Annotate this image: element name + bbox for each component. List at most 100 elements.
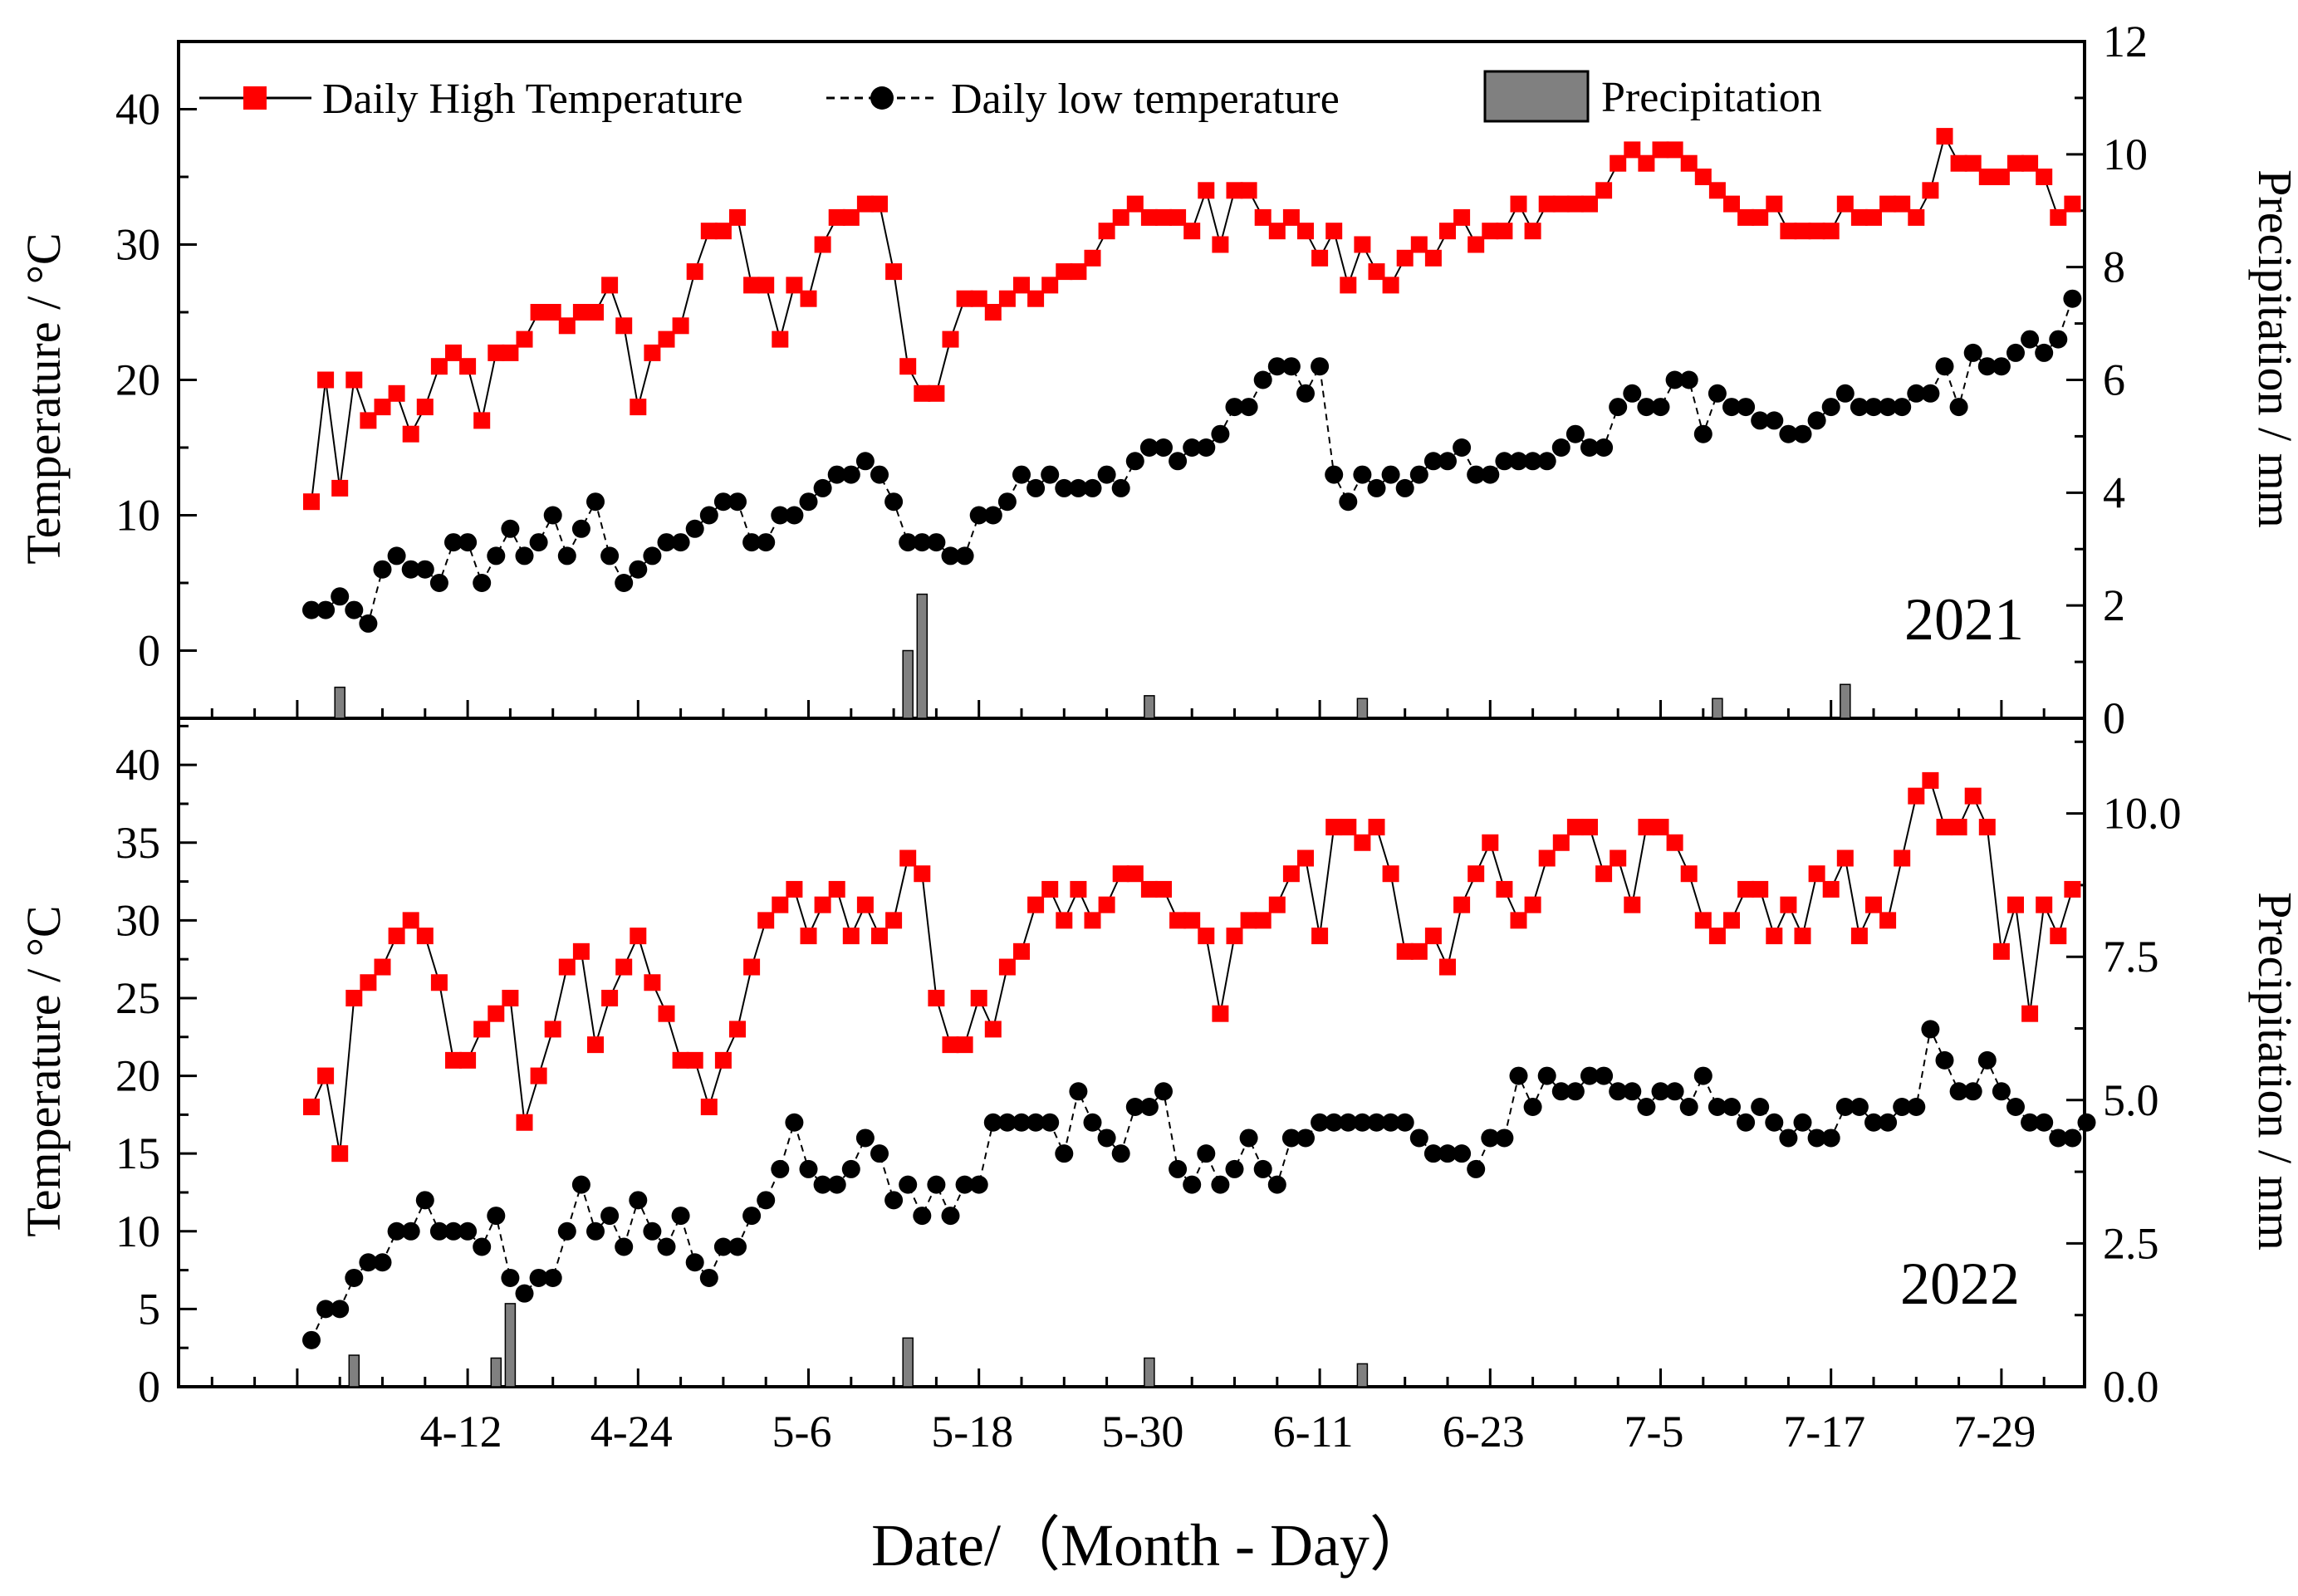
x-axis-title: Date/（Month - Day） (871, 1512, 1429, 1579)
low-temp-point (827, 465, 846, 484)
precip-bar (1356, 1363, 1369, 1388)
low-temp-point (1509, 1066, 1528, 1085)
high-temp-point (1382, 277, 1399, 294)
high-temp-point (772, 896, 789, 913)
low-temp-point (473, 574, 492, 592)
low-temp-point (997, 492, 1017, 512)
low-temp-point (1381, 465, 1400, 484)
low-temp-point (1595, 438, 1614, 457)
low-temp-point (913, 1207, 932, 1226)
low-temp-point (685, 1253, 704, 1272)
y-left-tick-label: 0 (138, 1362, 160, 1412)
high-temp-point (1680, 865, 1698, 883)
high-temp-point (1297, 849, 1314, 867)
low-temp-point (1935, 357, 1954, 376)
low-temp-point (1821, 398, 1840, 417)
high-temp-point (345, 989, 363, 1006)
low-temp-point (1225, 398, 1244, 417)
high-temp-point (1041, 880, 1059, 898)
high-temp-point (1694, 912, 1712, 929)
high-temp-point (984, 304, 1002, 321)
low-temp-point (813, 478, 832, 497)
low-temp-point (316, 1300, 336, 1319)
high-temp-point (1056, 912, 1073, 929)
high-temp-point (2021, 154, 2039, 172)
precip-bar (1712, 698, 1723, 719)
low-temp-point (983, 1113, 1002, 1132)
high-temp-point (942, 330, 959, 348)
high-temp-point (1865, 896, 1882, 913)
high-temp-point (1950, 154, 1967, 172)
low-temp-point (1551, 1082, 1570, 1101)
high-temp-point (1354, 834, 1371, 851)
low-temp-point (557, 546, 576, 565)
high-temp-point (757, 912, 775, 929)
high-temp-point (1027, 290, 1045, 307)
high-temp-point (1453, 208, 1471, 226)
high-temp-point (1766, 195, 1783, 213)
high-temp-point (1822, 223, 1840, 240)
low-temp-point (927, 533, 946, 552)
low-temp-point (1779, 424, 1798, 443)
high-temp-point (1850, 208, 1868, 226)
low-temp-point (1935, 1050, 1954, 1070)
high-temp-point (1566, 819, 1584, 836)
high-temp-point (700, 1099, 718, 1116)
low-temp-point (1139, 1098, 1159, 1117)
high-temp-point (1652, 141, 1669, 159)
low-temp-point (1055, 478, 1074, 497)
high-temp-point (1254, 912, 1271, 929)
high-temp-point (360, 412, 377, 429)
x-tick-label: 7-29 (1953, 1407, 2036, 1456)
low-temp-point (969, 506, 988, 525)
high-temp-point (914, 865, 931, 883)
low-temp-point (1225, 1159, 1244, 1178)
high-temp-point (1297, 223, 1314, 240)
low-temp-point (1012, 1113, 1031, 1132)
low-temp-point (1111, 1144, 1130, 1163)
high-temp-line (311, 778, 2074, 1154)
low-temp-point (742, 1207, 762, 1226)
low-temp-point (1296, 1128, 1315, 1148)
x-tick-label: 6-23 (1443, 1407, 1525, 1456)
high-temp-point (630, 399, 647, 416)
high-temp-point (899, 849, 917, 867)
low-temp-point (785, 1113, 804, 1132)
high-temp-point (1581, 819, 1598, 836)
low-temp-point (1609, 398, 1628, 417)
high-temp-point (1964, 154, 1982, 172)
high-temp-point (942, 1036, 959, 1054)
high-temp-point (587, 304, 604, 321)
low-temp-point (1083, 478, 1102, 497)
high-temp-point (1084, 912, 1101, 929)
low-temp-point (955, 546, 974, 565)
low-temp-point (799, 492, 818, 512)
low-temp-point (387, 1221, 406, 1241)
low-temp-point (1523, 452, 1542, 471)
low-temp-point (2049, 330, 2068, 349)
low-temp-point (1281, 1128, 1301, 1148)
high-temp-point (714, 223, 732, 240)
high-temp-point (1070, 880, 1087, 898)
high-temp-point (1978, 819, 1996, 836)
low-temp-point (742, 533, 762, 552)
y-right-tick-label: 10 (2103, 130, 2148, 179)
x-tick-label: 4-24 (590, 1407, 673, 1456)
low-temp-point (1083, 1113, 1102, 1132)
low-temp-point (1055, 1144, 1074, 1163)
low-temp-point (529, 533, 548, 552)
high-temp-point (2064, 880, 2081, 898)
low-temp-point (1665, 1082, 1684, 1101)
low-temp-point (1949, 398, 1968, 417)
high-temp-point (1198, 928, 1215, 945)
low-temp-point (1197, 438, 1216, 457)
low-temp-point (2049, 1128, 2068, 1148)
high-temp-point (1410, 236, 1428, 253)
y-right-tick-label: 8 (2103, 242, 2125, 292)
high-temp-point (317, 371, 335, 389)
high-temp-point (488, 344, 505, 361)
high-temp-point (1581, 195, 1598, 213)
low-temp-point (884, 492, 904, 512)
low-temp-point (1637, 398, 1656, 417)
high-temp-point (1794, 223, 1811, 240)
